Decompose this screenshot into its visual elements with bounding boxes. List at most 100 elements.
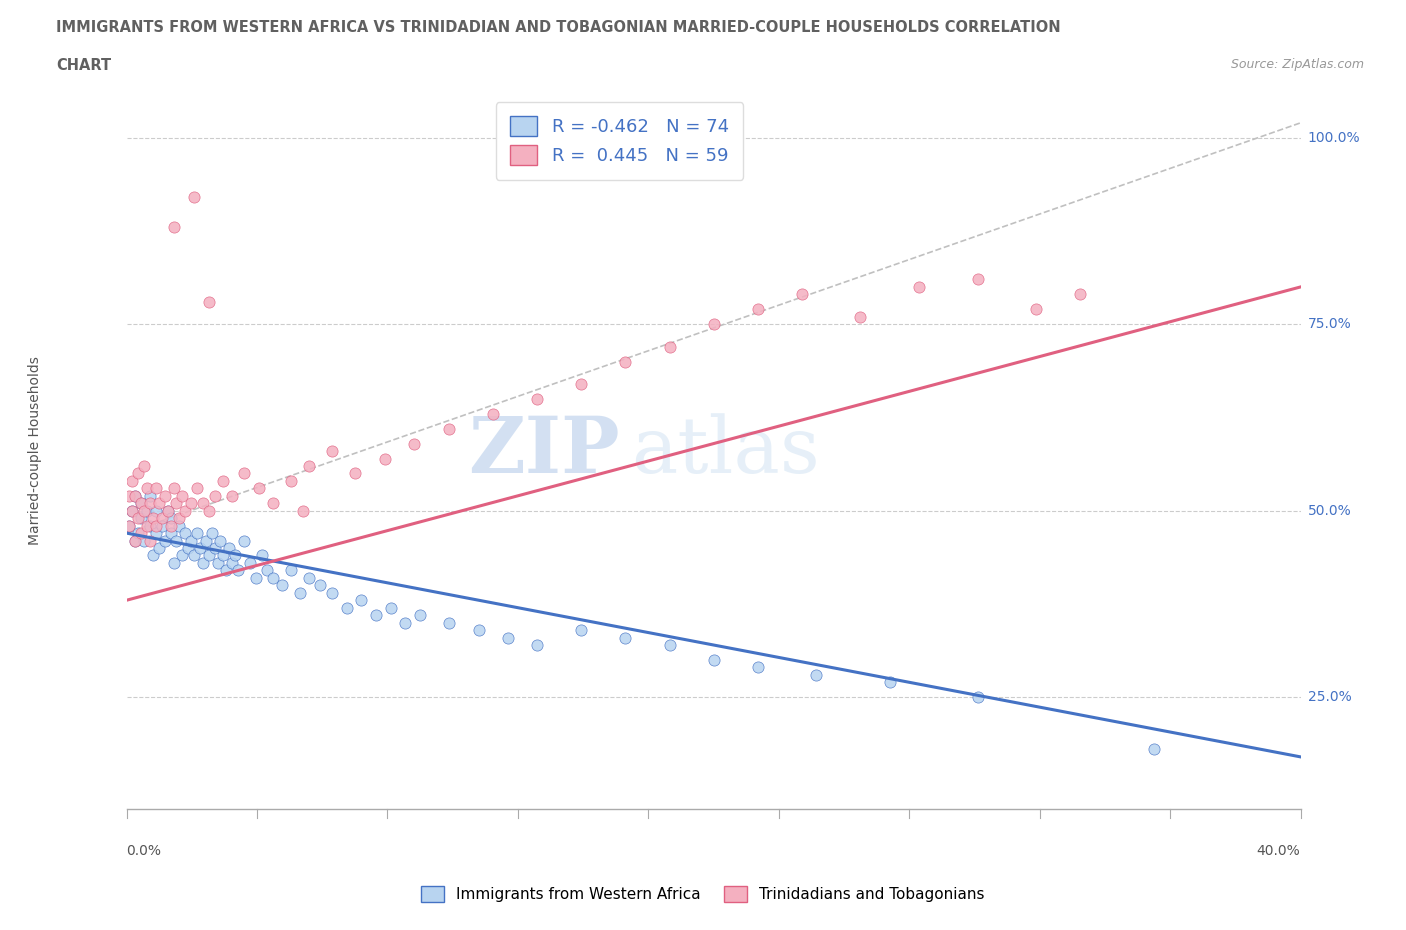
Text: 100.0%: 100.0% [1308,131,1360,145]
Point [233,533,256,548]
Point [288,585,311,600]
Point [186,525,208,540]
Point [702,317,725,332]
Point [271,578,294,592]
Point [571,623,593,638]
Point [127,466,149,481]
Point [256,563,278,578]
Point [134,533,156,548]
Point [124,488,146,503]
Point [191,555,214,570]
Point [165,533,187,548]
Point [806,668,828,683]
Point [134,503,156,518]
Point [747,302,769,317]
Point [297,458,319,473]
Point [702,653,725,668]
Point [174,525,197,540]
Point [482,406,505,421]
Point [136,503,159,518]
Point [262,570,284,585]
Legend: Immigrants from Western Africa, Trinidadians and Tobagonians: Immigrants from Western Africa, Trinidad… [415,880,991,909]
Point [404,436,426,451]
Point [180,496,202,511]
Text: 50.0%: 50.0% [1308,504,1351,518]
Point [966,690,988,705]
Point [174,503,197,518]
Point [212,473,235,488]
Point [336,600,359,615]
Point [221,555,243,570]
Point [250,548,273,563]
Point [364,607,387,622]
Point [121,503,143,518]
Point [197,295,219,310]
Point [496,631,519,645]
Text: Source: ZipAtlas.com: Source: ZipAtlas.com [1230,58,1364,71]
Point [139,496,162,511]
Point [180,533,202,548]
Point [467,623,489,638]
Point [908,280,931,295]
Point [209,533,232,548]
Point [966,272,988,287]
Point [1069,287,1091,302]
Point [142,511,165,525]
Point [197,503,219,518]
Point [159,525,181,540]
Point [186,481,208,496]
Point [156,503,179,518]
Point [224,548,246,563]
Point [129,496,152,511]
Point [150,518,173,533]
Point [148,540,170,555]
Point [194,533,217,548]
Legend: R = -0.462   N = 74, R =  0.445   N = 59: R = -0.462 N = 74, R = 0.445 N = 59 [496,102,744,179]
Point [321,444,343,458]
Point [409,607,432,622]
Point [165,496,187,511]
Text: Married-couple Households: Married-couple Households [28,356,42,546]
Point [136,518,159,533]
Point [215,563,238,578]
Point [212,548,235,563]
Point [159,518,181,533]
Point [239,555,262,570]
Point [124,533,146,548]
Point [183,190,205,205]
Text: IMMIGRANTS FROM WESTERN AFRICA VS TRINIDADIAN AND TOBAGONIAN MARRIED-COUPLE HOUS: IMMIGRANTS FROM WESTERN AFRICA VS TRINID… [56,20,1062,35]
Point [156,503,179,518]
Point [297,570,319,585]
Point [291,503,314,518]
Point [136,481,159,496]
Point [262,496,284,511]
Point [127,525,149,540]
Point [139,533,162,548]
Point [159,511,181,525]
Point [183,548,205,563]
Point [172,488,194,503]
Point [169,518,191,533]
Text: 25.0%: 25.0% [1308,690,1351,704]
Point [218,540,240,555]
Point [145,525,167,540]
Text: 75.0%: 75.0% [1308,317,1351,331]
Point [571,377,593,392]
Point [658,339,681,354]
Point [439,421,461,436]
Point [129,511,152,525]
Point [127,511,149,525]
Point [204,540,226,555]
Point [177,540,200,555]
Point [280,563,302,578]
Point [221,488,243,503]
Point [191,496,214,511]
Text: CHART: CHART [56,58,111,73]
Point [658,638,681,653]
Point [121,473,143,488]
Point [153,533,176,548]
Point [129,496,152,511]
Text: ZIP: ZIP [468,413,620,489]
Text: 40.0%: 40.0% [1257,844,1301,858]
Point [226,563,249,578]
